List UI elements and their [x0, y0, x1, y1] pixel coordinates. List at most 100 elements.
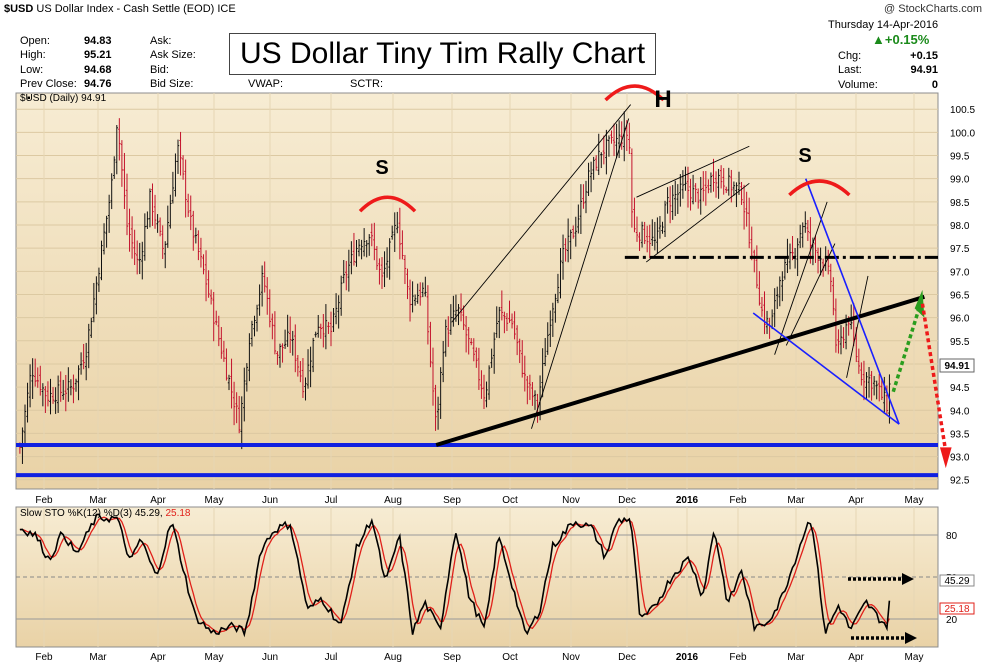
last-block-label: Volume:: [838, 78, 878, 91]
price-x-tick: Oct: [502, 495, 518, 506]
wedge-line-upper: [451, 104, 632, 323]
price-y-tick: 99.5: [950, 152, 970, 163]
right-shoulder-arc: [788, 179, 851, 197]
stochastic-x-tick: Jun: [262, 652, 278, 663]
stochastic-x-tick: Sep: [443, 652, 461, 663]
stochastic-arrow-lower-head: [905, 632, 917, 644]
price-y-tick: 98.0: [950, 221, 970, 232]
projection-down-arrowhead: [939, 447, 952, 469]
last-price-label: 94.91: [944, 361, 969, 372]
head-arc: [604, 84, 665, 102]
price-x-tick: Jun: [262, 495, 278, 506]
projection-up-arrowhead: [914, 289, 925, 318]
stochastic-x-tick: 2016: [676, 652, 699, 663]
last-block-value: +0.15: [910, 50, 938, 62]
ohlc-label: Prev Close:: [20, 77, 77, 90]
ohlc-value: 94.68: [84, 63, 112, 76]
price-y-tick: 92.5: [950, 476, 970, 487]
left-shoulder-arc: [358, 195, 417, 213]
k-value-box: [939, 574, 975, 587]
stochastic-legend-prefix: Slow STO %K(12) %D(3): [20, 508, 132, 519]
stochastic-x-tick: Dec: [618, 652, 636, 663]
price-x-tick: Apr: [150, 495, 166, 506]
price-x-tick-labels: Feb Mar Apr May Jun Jul Aug Sep Oct Nov Dec 2016 Feb…: [35, 495, 923, 506]
bid-ask-label: Ask Size:: [150, 49, 196, 62]
price-y-tick: 100.5: [950, 105, 975, 116]
price-x-tick: Nov: [562, 495, 580, 506]
falling-wedge-upper: [804, 178, 900, 425]
stochastic-x-tick: Jul: [325, 652, 338, 663]
stochastic-x-tick: Nov: [562, 652, 580, 663]
stochastic-x-tick: Apr: [848, 652, 864, 663]
price-y-tick: 100.0: [950, 128, 975, 139]
flag-line-3: [846, 275, 869, 378]
header-title-line: $USD US Dollar Index - Cash Settle (EOD)…: [4, 3, 236, 16]
d-value-box: [939, 602, 975, 615]
price-x-tick: May: [205, 495, 224, 506]
ohlc-label: High:: [20, 49, 46, 62]
price-y-tick: 94.0: [950, 406, 970, 417]
header-change-pct-value: +0.15%: [884, 32, 930, 47]
header-vwap: VWAP:: [248, 78, 284, 90]
chart-title-box: US Dollar Tiny Tim Rally Chart: [229, 33, 657, 75]
price-y-tick: 97.0: [950, 267, 970, 278]
stochastic-k-value: 45.29: [135, 508, 160, 519]
stochastic-x-tick: May: [205, 652, 224, 663]
legend-swatch-icon: ▪: [27, 93, 31, 104]
stochastic-x-tick: May: [905, 652, 924, 663]
last-block-label: Chg:: [838, 50, 862, 62]
price-y-tick: 93.5: [950, 429, 970, 440]
price-x-tick: Mar: [89, 495, 107, 506]
ohlc-value: 94.76: [84, 77, 112, 90]
price-x-tick: May: [905, 495, 924, 506]
price-x-tick: Feb: [729, 495, 747, 506]
stochastic-x-tick: Mar: [89, 652, 107, 663]
price-bars: [18, 111, 891, 464]
price-y-tick-labels: 92.593.093.594.094.595.095.596.096.597.0…: [950, 105, 975, 487]
price-y-tick: 99.0: [950, 175, 970, 186]
ohlc-value: 95.21: [84, 49, 112, 62]
k-value-right-label: 45.29: [944, 576, 969, 587]
d-value-right-label: 25.18: [944, 604, 969, 615]
price-x-tick: Apr: [848, 495, 864, 506]
stochastic-x-tick: Feb: [35, 652, 53, 663]
stochastic-arrows: [848, 573, 917, 644]
bid-ask-label: Ask:: [150, 35, 172, 47]
price-legend: $USD (Daily) 94.91: [20, 93, 107, 104]
stochastic-x-tick: Oct: [502, 652, 518, 663]
price-x-tick: Feb: [35, 495, 53, 506]
projection-up-arrow: [891, 303, 923, 393]
wedge-line-lower: [531, 118, 630, 429]
last-block-value: 94.91: [910, 64, 938, 77]
stochastic-y-tick: 80: [946, 531, 958, 542]
flag-line-2: [785, 243, 836, 346]
left-shoulder-label: S: [375, 157, 388, 179]
stochastic-k-line: [19, 513, 891, 638]
stochastic-x-tick: Aug: [384, 652, 402, 663]
price-y-tick: 98.5: [950, 198, 970, 209]
stochastic-panel: [15, 506, 939, 648]
channel-lower: [645, 182, 750, 263]
price-x-tick: Dec: [618, 495, 636, 506]
uptrend-line: [435, 294, 925, 447]
flag-line-1: [774, 201, 828, 355]
header-date: Thursday 14-Apr-2016: [828, 19, 939, 31]
price-y-tick: 96.0: [950, 314, 970, 325]
falling-wedge-lower: [752, 312, 900, 425]
stochastic-x-tick-labels: Feb Mar Apr May Jun Jul Aug Sep Oct Nov Dec 2016 Feb…: [35, 652, 923, 663]
header-symbol: $USD: [4, 3, 34, 15]
stochastic-x-tick: Apr: [150, 652, 166, 663]
price-x-tick: Mar: [787, 495, 805, 506]
right-shoulder-label: S: [798, 145, 811, 167]
price-x-tick: Aug: [384, 495, 402, 506]
price-x-tick: Jul: [325, 495, 338, 506]
ohlc-label: Open:: [20, 35, 50, 47]
bid-ask-label: Bid:: [150, 63, 169, 76]
bid-ask-label: Bid Size:: [150, 77, 194, 90]
last-price-box: [939, 358, 975, 373]
price-x-tick: Sep: [443, 495, 461, 506]
ohlc-label: Low:: [20, 63, 44, 76]
price-y-tick: 93.0: [950, 453, 970, 464]
stochastic-d-line: [19, 516, 890, 634]
header-change-pct: ▲+0.15%: [872, 32, 930, 47]
